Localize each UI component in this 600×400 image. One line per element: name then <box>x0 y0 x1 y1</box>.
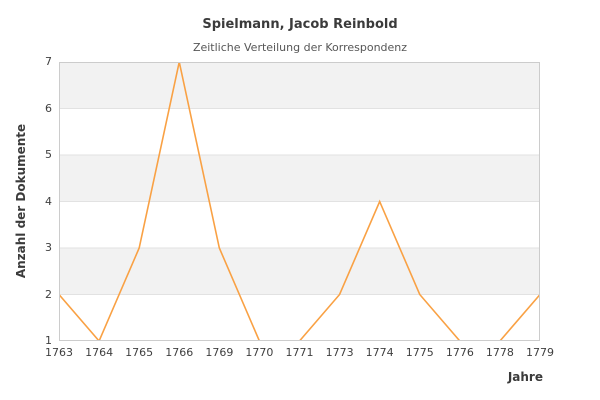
y-tick-label: 1 <box>45 334 52 347</box>
x-tick-label: 1773 <box>325 346 354 359</box>
x-tick-label: 1769 <box>205 346 234 359</box>
y-tick-label: 4 <box>45 194 52 208</box>
grid-band <box>59 62 540 109</box>
data-line <box>59 62 540 341</box>
plot-area <box>59 62 540 341</box>
y-tick-label: 5 <box>45 148 52 161</box>
x-tick-label: 1774 <box>365 346 394 359</box>
x-tick-label: 1771 <box>285 346 314 359</box>
x-tick-label: 1775 <box>405 346 434 359</box>
plot-svg <box>59 62 540 341</box>
x-tick-label: 1778 <box>485 346 514 359</box>
chart-title: Spielmann, Jacob Reinbold <box>202 17 398 32</box>
x-tick-label: 1765 <box>125 346 154 359</box>
x-tick-label: 1770 <box>245 346 274 359</box>
grid-band <box>59 155 540 202</box>
y-tick-label: 7 <box>45 55 52 68</box>
chart-subtitle: Zeitliche Verteilung der Korrespondenz <box>192 41 408 54</box>
y-tick-label: 3 <box>45 241 52 254</box>
x-tick-label: 1779 <box>526 346 554 359</box>
x-tick-label: 1764 <box>85 346 114 359</box>
y-tick-label: 2 <box>45 287 52 301</box>
x-tick-label: 1763 <box>45 346 73 359</box>
x-axis-title: Jahre <box>507 370 543 384</box>
x-tick-label: 1776 <box>445 346 474 359</box>
grid-band <box>59 248 540 295</box>
plot-border <box>59 62 540 341</box>
y-tick-label: 6 <box>45 101 52 115</box>
x-tick-label: 1766 <box>165 346 194 359</box>
